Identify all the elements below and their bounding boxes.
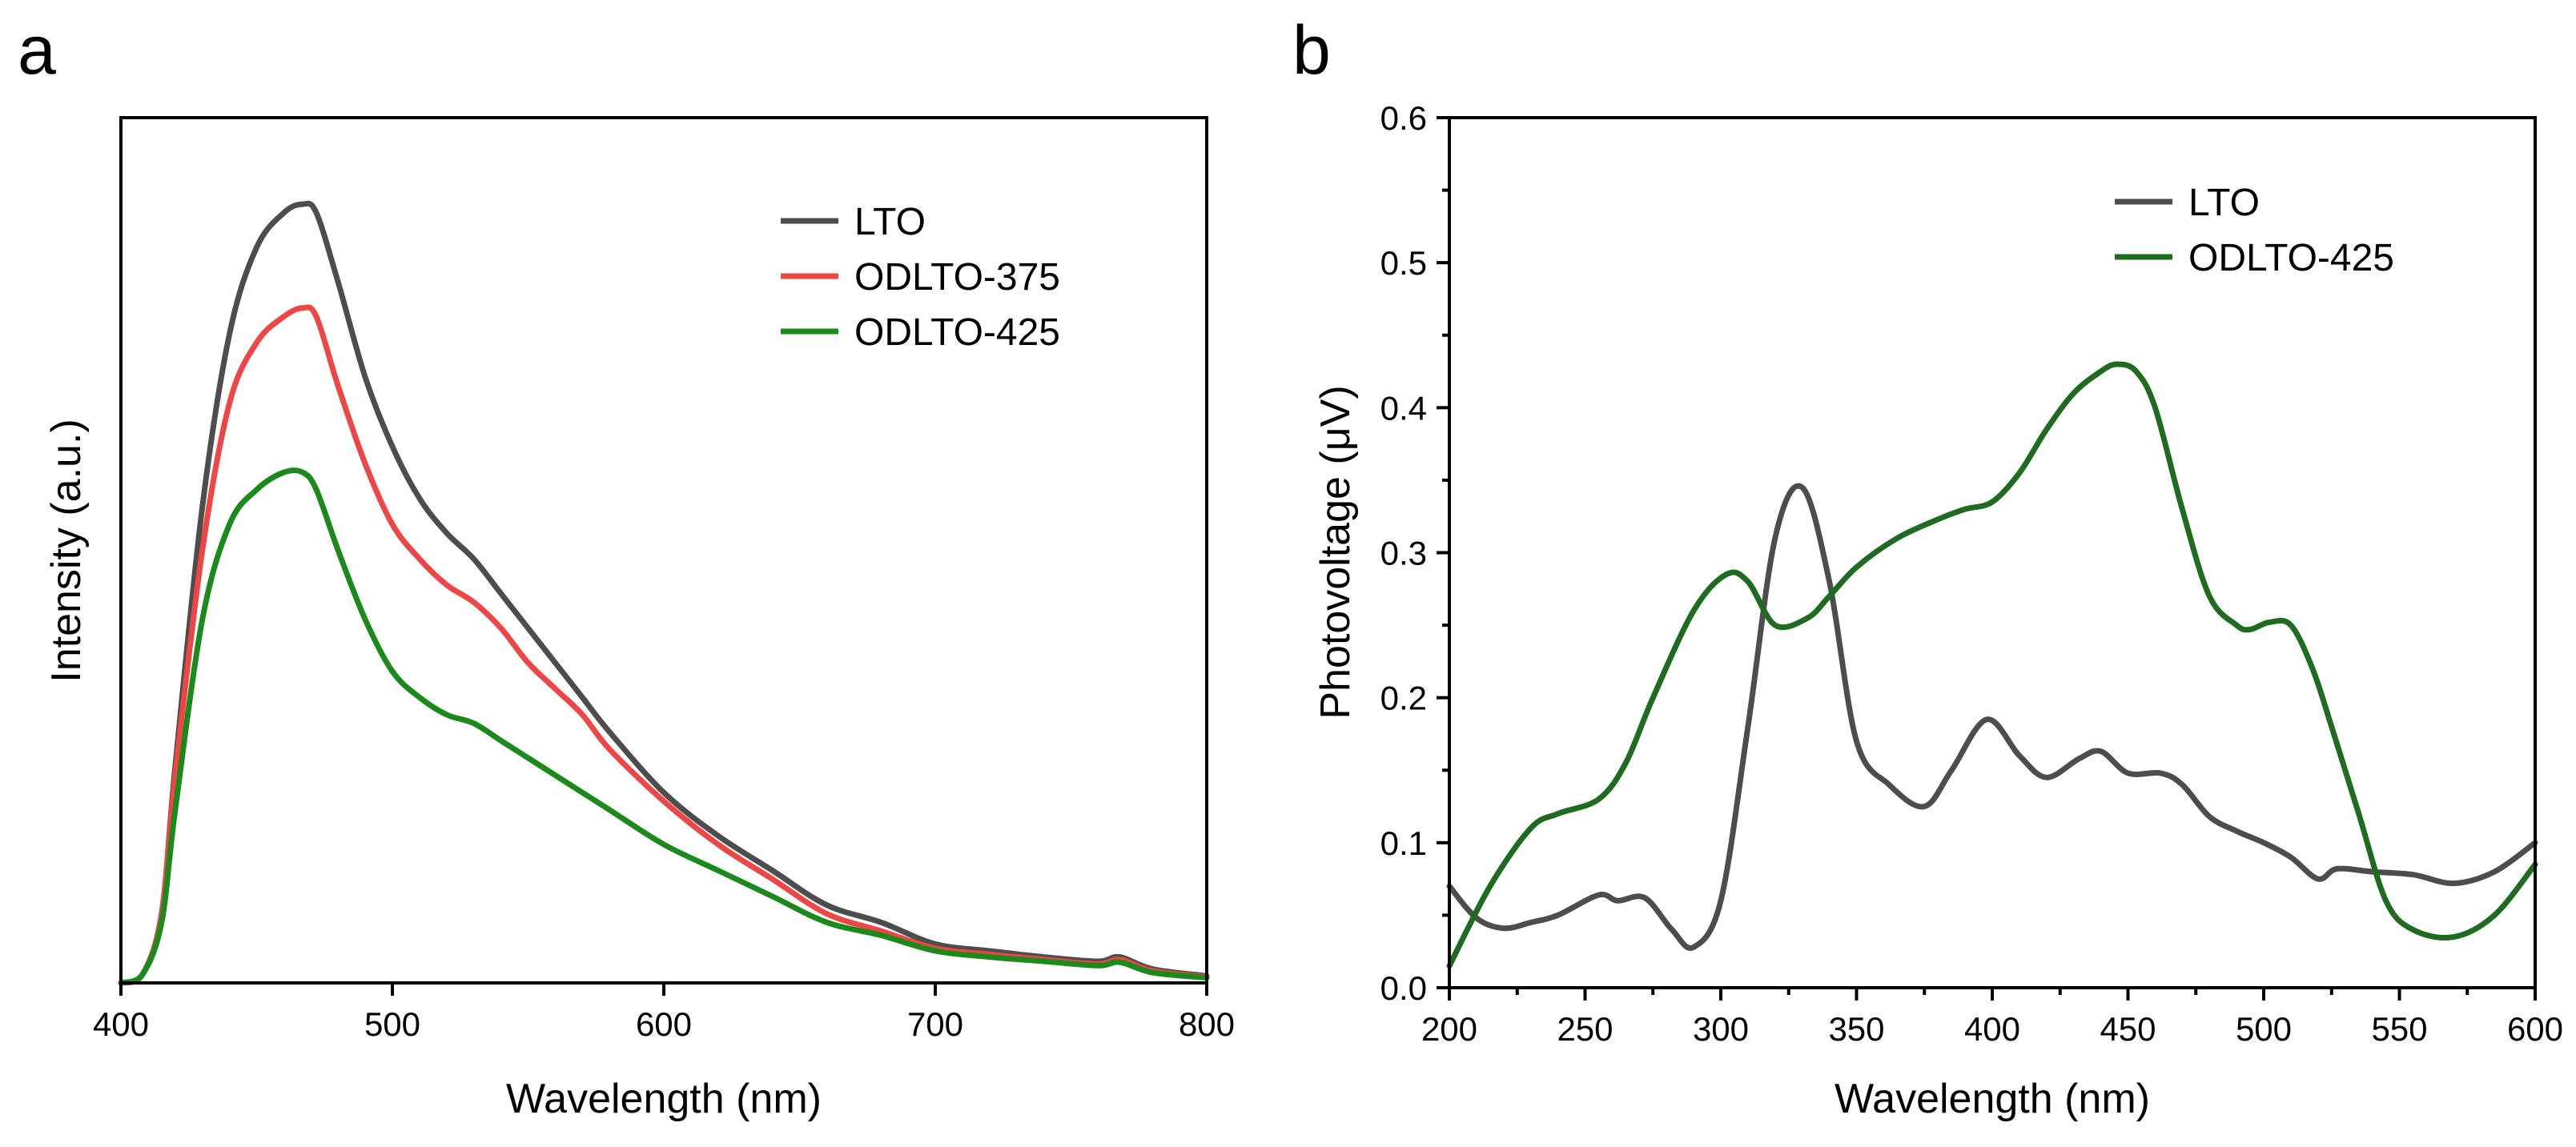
panel-a-series-line-1 — [118, 304, 1210, 986]
panel-a-x-ticks: 400 500 600 700 800 — [93, 983, 1235, 1043]
panel-b-x-tick-label: 250 — [1557, 1010, 1613, 1048]
panel-a-series-line-0 — [118, 200, 1210, 986]
panel-b-x-tick-label: 450 — [2100, 1010, 2156, 1048]
panel-b-y-tick-label: 0.5 — [1380, 244, 1427, 282]
panel-b-y-tick-label: 0.6 — [1380, 99, 1427, 137]
panel-b-x-tick-label: 550 — [2371, 1010, 2427, 1048]
panel-b-label: b — [1292, 12, 1331, 89]
panel-b-legend-label: ODLTO-425 — [2188, 237, 2394, 279]
panel-b-legend-label: LTO — [2188, 182, 2260, 224]
panel-b-legend: LTO ODLTO-425 — [2115, 182, 2394, 279]
panel-a-legend-label: LTO — [854, 201, 926, 243]
panel-b-series-line-1 — [1446, 361, 2538, 969]
panel-a-label: a — [18, 12, 56, 89]
panel-b-x-tick-label: 350 — [1828, 1010, 1884, 1048]
panel-b-y-ticks: 0.0 0.1 0.2 0.3 0.4 0.5 0.6 — [1380, 99, 1449, 1007]
panel-a: a 400 500 600 700 800 Wavelength (nm) Intens… — [18, 12, 1235, 1122]
panel-b-x-tick-label: 600 — [2507, 1010, 2563, 1048]
panel-a-legend-label: ODLTO-425 — [854, 311, 1060, 354]
panel-a-x-axis-title: Wavelength (nm) — [506, 1076, 822, 1122]
panel-b-y-tick-label: 0.1 — [1380, 824, 1427, 862]
panel-a-y-axis-title: Intensity (a.u.) — [43, 419, 90, 682]
panel-a-series-group — [118, 200, 1210, 986]
panel-a-x-tick-label: 500 — [364, 1005, 420, 1043]
panel-b-x-axis-title: Wavelength (nm) — [1835, 1076, 2150, 1122]
panel-b-y-tick-label: 0.0 — [1380, 969, 1427, 1007]
panel-b-y-axis-title: Photovoltage (μV) — [1312, 385, 1359, 719]
panel-b-y-tick-label: 0.3 — [1380, 535, 1427, 572]
panel-b-x-tick-label: 400 — [1964, 1010, 2020, 1048]
panel-b-y-tick-label: 0.2 — [1380, 680, 1427, 717]
panel-a-x-tick-label: 600 — [636, 1005, 692, 1043]
panel-b-x-tick-label: 500 — [2236, 1010, 2292, 1048]
panel-a-axes-frame — [119, 116, 1208, 985]
panel-b-x-tick-label: 300 — [1693, 1010, 1749, 1048]
panel-b-series-line-0 — [1446, 483, 2538, 951]
panel-b-x-ticks: 200 250 300 350 400 450 500 550 600 — [1421, 988, 2563, 1048]
panel-a-legend-label: ODLTO-375 — [854, 256, 1060, 299]
panel-b: b 200 250 300 350 400 450 500 550 600 0.00.10.20… — [1292, 12, 2563, 1122]
panel-a-x-tick-label: 700 — [907, 1005, 963, 1043]
panel-a-x-tick-label: 800 — [1179, 1005, 1235, 1043]
panel-b-series-group — [1446, 361, 2538, 969]
panel-a-x-tick-label: 400 — [93, 1005, 149, 1043]
panel-b-y-tick-label: 0.4 — [1380, 389, 1427, 427]
panel-a-legend: LTO ODLTO-375 ODLTO-425 — [781, 201, 1060, 354]
panel-b-x-tick-label: 200 — [1421, 1010, 1477, 1048]
panel-a-series-line-2 — [118, 467, 1210, 986]
